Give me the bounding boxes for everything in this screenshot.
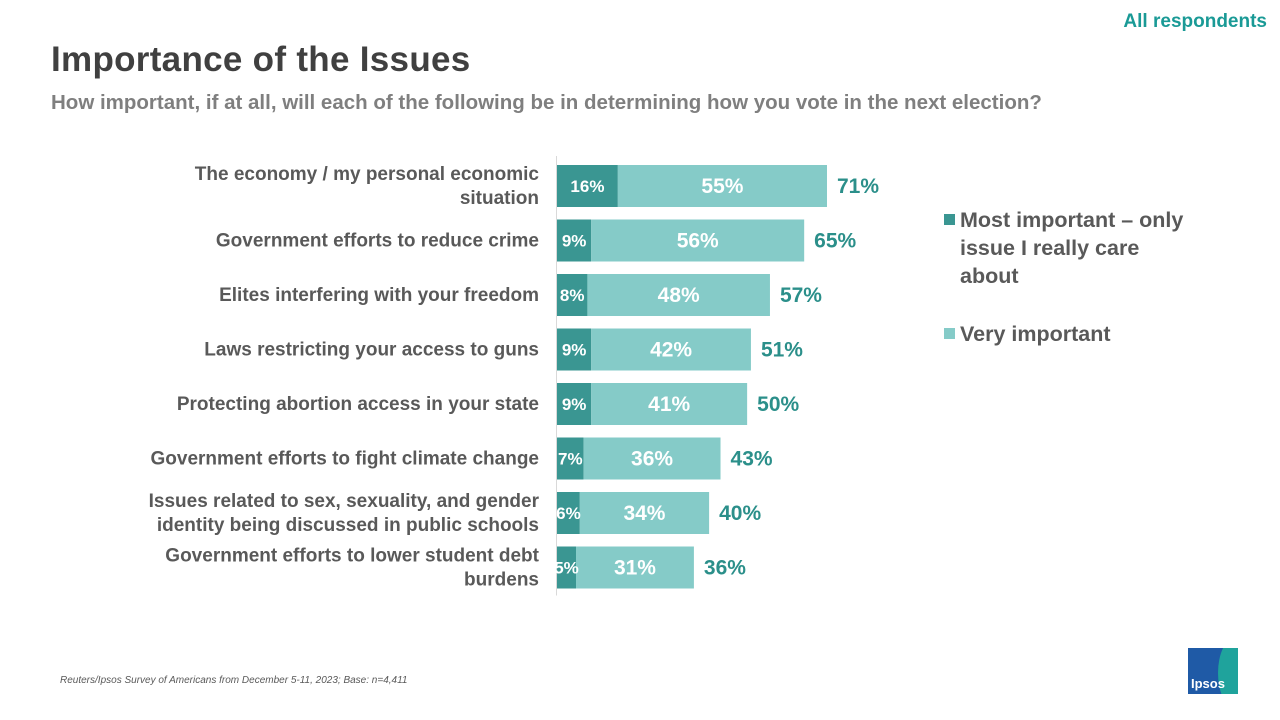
bar-most-important — [557, 165, 618, 207]
bar-label-very-important: 41% — [648, 393, 690, 416]
bar-label-very-important: 42% — [650, 339, 692, 362]
legend-item-very-important: Very important — [944, 320, 1184, 348]
bar-label-most-important: 16% — [570, 177, 604, 196]
bar-total-label: 50% — [757, 393, 799, 416]
bar-total-label: 57% — [780, 284, 822, 307]
category-label: Protecting abortion access in your state — [177, 394, 539, 415]
bar-total-label: 71% — [837, 175, 879, 198]
bar-label-most-important: 7% — [558, 450, 583, 469]
bar-label-most-important: 6% — [556, 504, 581, 523]
bar-most-important — [557, 328, 592, 371]
bar-total-label: 40% — [719, 502, 761, 525]
audience-label: All respondents — [1123, 11, 1267, 32]
legend-swatch-most-important — [944, 214, 955, 225]
legend-label-most-important: Most important – only issue I really car… — [960, 208, 1184, 288]
bar-label-most-important: 9% — [562, 232, 587, 251]
bar-label-most-important: 5% — [554, 559, 579, 578]
category-label: Government efforts to fight climate chan… — [151, 449, 540, 470]
category-label: Laws restricting your access to guns — [204, 340, 539, 361]
bar-label-most-important: 9% — [562, 341, 587, 360]
category-label: Issues related to sex, sexuality, and ge… — [149, 491, 540, 536]
bar-most-important — [557, 274, 588, 316]
bar-very-important — [579, 492, 710, 534]
bar-very-important — [576, 546, 694, 589]
ipsos-logo: Ipsos — [1188, 648, 1238, 694]
bar-total-label: 65% — [814, 230, 856, 253]
bar-most-important — [557, 546, 577, 589]
source-note: Reuters/Ipsos Survey of Americans from D… — [60, 675, 408, 686]
bar-very-important — [591, 383, 748, 425]
logo-text: Ipsos — [1191, 676, 1225, 691]
bar-label-very-important: 34% — [623, 502, 665, 525]
bar-very-important — [591, 219, 805, 262]
bar-label-most-important: 8% — [560, 286, 585, 305]
bar-most-important — [557, 437, 584, 480]
bar-total-label: 51% — [761, 339, 803, 362]
category-label: Government efforts to reduce crime — [216, 231, 539, 252]
bar-very-important — [591, 328, 751, 371]
bar-total-label: 43% — [731, 448, 773, 471]
bar-label-very-important: 55% — [701, 175, 743, 198]
bar-label-very-important: 36% — [631, 448, 673, 471]
bar-most-important — [557, 492, 580, 534]
bar-label-very-important: 31% — [614, 557, 656, 580]
page-title: Importance of the Issues — [51, 40, 471, 79]
legend-item-most-important: Most important – only issue I really car… — [944, 206, 1184, 290]
category-label: Elites interfering with your freedom — [219, 285, 539, 306]
legend-swatch-very-important — [944, 328, 955, 339]
bar-label-very-important: 56% — [677, 230, 719, 253]
logo-wave-shape — [1218, 648, 1238, 694]
bar-very-important — [617, 165, 827, 207]
bar-most-important — [557, 383, 592, 425]
bar-total-label: 36% — [704, 557, 746, 580]
category-label: The economy / my personal economic situat… — [195, 164, 540, 209]
bar-very-important — [587, 274, 770, 316]
page-subtitle: How important, if at all, will each of t… — [51, 91, 1042, 114]
chart-legend: Most important – only issue I really car… — [944, 206, 1184, 348]
bar-label-most-important: 9% — [562, 395, 587, 414]
bar-most-important — [557, 219, 592, 262]
category-label: Government efforts to lower student debt… — [165, 546, 539, 591]
bar-very-important — [583, 437, 721, 480]
bar-label-very-important: 48% — [658, 284, 700, 307]
legend-label-very-important: Very important — [960, 322, 1111, 346]
